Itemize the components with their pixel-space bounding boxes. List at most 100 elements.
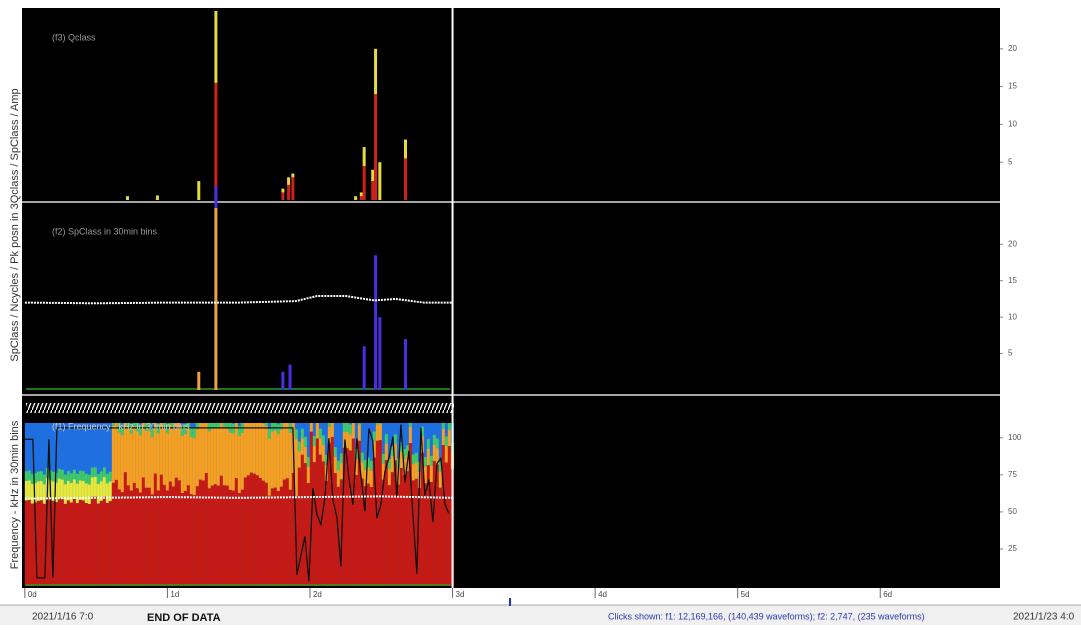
heatmap-cell — [337, 461, 340, 471]
heatmap-cell — [247, 475, 250, 586]
heatmap-cell — [160, 475, 163, 586]
heatmap-cell — [337, 471, 340, 487]
heatmap-cell — [370, 471, 373, 487]
heatmap-cell — [445, 446, 448, 462]
bar — [281, 192, 284, 200]
heatmap-cell — [322, 461, 325, 586]
heatmap-cell — [169, 425, 172, 482]
heatmap-cell — [166, 434, 169, 491]
heatmap-cell — [76, 503, 79, 586]
heatmap-cell — [262, 423, 265, 424]
heatmap-cell — [58, 498, 61, 586]
status-message: END OF DATA — [147, 612, 221, 624]
y-tick-label: 5 — [1008, 349, 1013, 358]
heatmap-cell — [376, 425, 379, 441]
bar — [363, 346, 366, 390]
heatmap-cell — [106, 483, 109, 503]
heatmap-cell — [388, 485, 391, 586]
panel-label: (f1) Frequency - kHz in 30min bins — [52, 421, 190, 431]
heatmap-cell — [94, 497, 97, 586]
x-tick-label: 1d — [170, 590, 179, 599]
heatmap-cell — [391, 456, 394, 472]
heatmap-cell — [220, 476, 223, 586]
heatmap-cell — [187, 485, 190, 586]
heatmap-cell — [31, 484, 34, 504]
heatmap-cell — [172, 487, 175, 586]
heatmap-cell — [250, 473, 253, 586]
panel-label: (f2) SpClass in 30min bins — [52, 226, 158, 236]
bar — [214, 208, 217, 390]
heatmap-cell — [298, 451, 301, 467]
bar — [378, 317, 381, 390]
heatmap-cell — [94, 477, 97, 497]
heatmap-cell — [379, 423, 382, 424]
heatmap-cell — [415, 453, 418, 463]
heatmap-cell — [274, 431, 277, 488]
y-tick-label: 10 — [1008, 120, 1017, 129]
bar — [374, 94, 377, 200]
heatmap-cell — [103, 477, 106, 497]
heatmap-cell — [436, 465, 439, 586]
heatmap-cell — [187, 428, 190, 485]
heatmap-cell — [352, 439, 355, 586]
bar — [291, 177, 294, 200]
heatmap-cell — [136, 488, 139, 586]
heatmap-cell — [442, 423, 445, 429]
heatmap-cell — [121, 435, 124, 492]
heatmap-cell — [232, 434, 235, 491]
heatmap-cell — [25, 501, 28, 586]
heatmap-cell — [310, 423, 313, 432]
heatmap-cell — [280, 430, 283, 487]
heatmap-cell — [268, 439, 271, 496]
heatmap-cell — [280, 423, 283, 430]
bar — [354, 196, 357, 200]
heatmap-cell — [91, 468, 94, 478]
heatmap-cell — [166, 491, 169, 586]
heatmap-cell — [277, 434, 280, 491]
heatmap-cell — [376, 423, 379, 425]
heatmap-cell — [175, 478, 178, 586]
heatmap-cell — [88, 475, 91, 485]
heatmap-cell — [190, 494, 193, 586]
heatmap-cell — [307, 457, 310, 467]
heatmap-cell — [31, 504, 34, 586]
heatmap-cell — [157, 491, 160, 586]
heatmap-cell — [361, 452, 364, 462]
heatmap-cell — [184, 434, 187, 491]
heatmap-cell — [202, 481, 205, 586]
heatmap — [25, 423, 454, 586]
bar — [214, 11, 217, 83]
heatmap-cell — [409, 423, 412, 427]
heatmap-cell — [385, 444, 388, 460]
heatmap-cell — [388, 469, 391, 485]
heatmap-cell — [289, 490, 292, 586]
activity-strip — [26, 403, 454, 413]
heatmap-cell — [61, 470, 64, 480]
heatmap-cell — [304, 463, 307, 586]
heatmap-cell — [346, 423, 349, 432]
heatmap-cell — [118, 489, 121, 586]
bar — [374, 49, 377, 94]
heatmap-cell — [43, 484, 46, 504]
heatmap-cell — [124, 472, 127, 586]
heatmap-cell — [448, 423, 451, 430]
heatmap-cell — [136, 431, 139, 488]
bar — [197, 181, 200, 200]
x-tick-label: 0d — [28, 590, 37, 599]
heatmap-cell — [343, 423, 346, 432]
heatmap-cell — [433, 445, 436, 461]
y-tick-label: 75 — [1008, 470, 1017, 479]
heatmap-cell — [223, 428, 226, 485]
heatmap-cell — [73, 470, 76, 480]
heatmap-cell — [154, 474, 157, 586]
heatmap-cell — [445, 436, 448, 446]
heatmap-cell — [448, 446, 451, 586]
heatmap-cell — [427, 439, 430, 449]
heatmap-cell — [241, 490, 244, 586]
heatmap-cell — [268, 429, 271, 439]
heatmap-cell — [25, 481, 28, 501]
heatmap-cell — [109, 472, 112, 482]
heatmap-cell — [238, 436, 241, 493]
heatmap-cell — [226, 486, 229, 586]
heatmap-cell — [148, 488, 151, 586]
